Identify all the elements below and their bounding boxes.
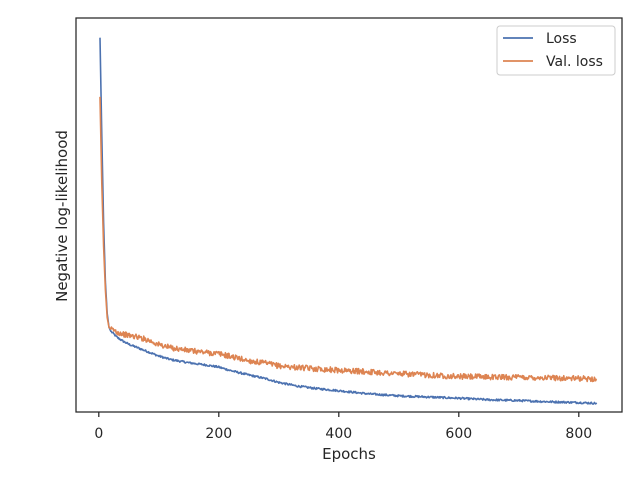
- x-tick-label: 400: [325, 426, 352, 442]
- series-line-val-loss: [99, 96, 598, 383]
- legend-label-val-loss: Val. loss: [546, 54, 603, 70]
- series-line-loss: [99, 37, 598, 405]
- x-tick-label: 200: [205, 426, 232, 442]
- x-tick-label: 800: [565, 426, 592, 442]
- y-axis-label: Negative log-likelihood: [53, 130, 71, 302]
- x-tick-label: 600: [445, 426, 472, 442]
- x-tick-label: 0: [94, 426, 103, 442]
- x-axis-label: Epochs: [322, 445, 376, 463]
- plot-frame: [75, 17, 623, 413]
- legend: Loss Val. loss: [496, 25, 616, 76]
- legend-label-loss: Loss: [546, 31, 577, 47]
